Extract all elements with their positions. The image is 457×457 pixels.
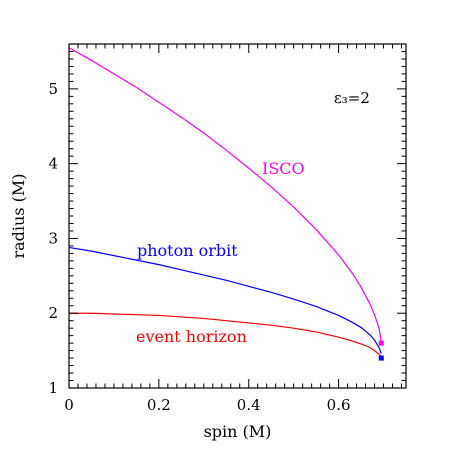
y-axis-label: radius (M) bbox=[9, 173, 28, 258]
y-tick-label: 3 bbox=[48, 229, 58, 247]
series-line-0 bbox=[68, 47, 382, 342]
y-tick-label: 4 bbox=[48, 155, 58, 173]
x-tick-label: 0.6 bbox=[327, 396, 351, 414]
y-tick-label: 2 bbox=[48, 304, 58, 322]
x-axis-label: spin (M) bbox=[204, 422, 272, 441]
endpoint-markers bbox=[378, 340, 384, 361]
epsilon-annotation: ε₃=2 bbox=[334, 89, 370, 107]
y-tick-label: 5 bbox=[48, 80, 58, 98]
endpoint-marker bbox=[378, 340, 384, 346]
x-tick-label: 0 bbox=[64, 396, 74, 414]
x-tick-label: 0.4 bbox=[237, 396, 261, 414]
curve-label-photon-orbit: photon orbit bbox=[137, 241, 238, 260]
series-line-2 bbox=[69, 312, 382, 358]
ticks bbox=[68, 43, 406, 389]
endpoint-marker bbox=[378, 355, 384, 361]
y-tick-label: 1 bbox=[48, 379, 58, 397]
curves bbox=[68, 47, 382, 358]
series-line-1 bbox=[68, 246, 382, 354]
curve-label-isco: ISCO bbox=[262, 159, 305, 178]
tick-labels: 0 0.2 0.4 0.6 1 2 3 4 5 bbox=[48, 80, 350, 414]
x-tick-label: 0.2 bbox=[147, 396, 171, 414]
curve-label-event-horizon: event horizon bbox=[136, 327, 247, 346]
